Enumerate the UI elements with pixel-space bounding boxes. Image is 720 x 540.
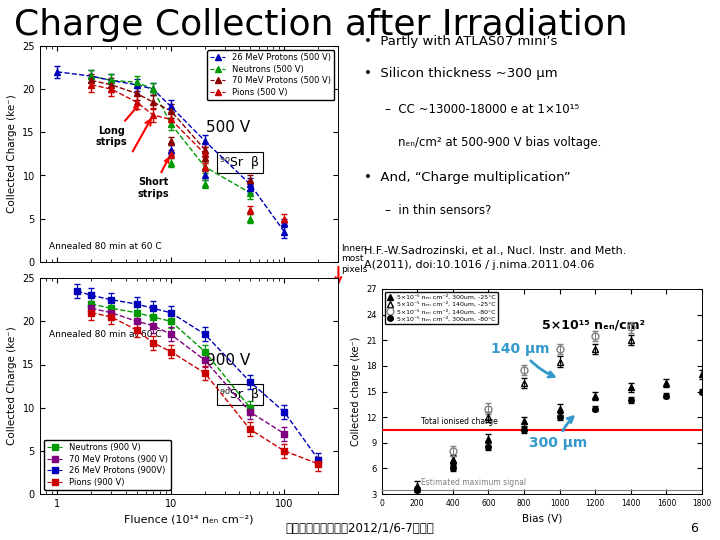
Y-axis label: Collected Charge (ke⁻): Collected Charge (ke⁻) — [6, 94, 17, 213]
X-axis label: Bias (V): Bias (V) — [521, 514, 562, 523]
Text: •  And, “Charge multiplication”: • And, “Charge multiplication” — [364, 171, 570, 184]
Text: 新学術領域研究会、2012/1/6-7、海野: 新学術領域研究会、2012/1/6-7、海野 — [286, 522, 434, 535]
Text: H.F.-W.Sadrozinski, et al., Nucl. Instr. and Meth.
A(2011), doi:10.1016 / j.nima: H.F.-W.Sadrozinski, et al., Nucl. Instr.… — [364, 246, 626, 271]
Text: –  CC ~13000-18000 e at 1×10¹⁵: – CC ~13000-18000 e at 1×10¹⁵ — [385, 103, 580, 116]
Text: Total ionised charge: Total ionised charge — [420, 417, 498, 426]
Text: nₑₙ/cm² at 500-900 V bias voltage.: nₑₙ/cm² at 500-900 V bias voltage. — [398, 136, 601, 148]
Y-axis label: Collected Charge (ke⁻): Collected Charge (ke⁻) — [6, 327, 17, 446]
Text: Short
strips: Short strips — [138, 158, 169, 199]
Text: •  Silicon thickness ~300 μm: • Silicon thickness ~300 μm — [364, 68, 557, 80]
Text: •  Partly with ATLAS07 mini’s: • Partly with ATLAS07 mini’s — [364, 35, 557, 48]
Text: ⁹⁰Sr  β: ⁹⁰Sr β — [220, 388, 259, 401]
Text: Annealed 80 min at 60 C: Annealed 80 min at 60 C — [48, 242, 161, 251]
Text: 300 μm: 300 μm — [528, 417, 587, 450]
Text: Charge Collection after Irradiation: Charge Collection after Irradiation — [14, 8, 628, 42]
Text: Long
strips: Long strips — [96, 106, 138, 147]
Text: –  in thin sensors?: – in thin sensors? — [385, 204, 492, 217]
Text: ⁹⁰Sr  β: ⁹⁰Sr β — [220, 156, 259, 169]
Legend: 5×10⁻⁵ nₑₙ cm⁻², 300um, -25°C, 5×10⁻⁵ nₑₙ cm⁻², 140um, -25°C, 5×10⁻⁵ nₑₙ cm⁻², 1: 5×10⁻⁵ nₑₙ cm⁻², 300um, -25°C, 5×10⁻⁵ nₑ… — [384, 292, 498, 324]
Y-axis label: Collected charge (ke⁻): Collected charge (ke⁻) — [351, 337, 361, 446]
Text: Inner-
most
pixels: Inner- most pixels — [341, 244, 368, 274]
Text: 140 μm: 140 μm — [491, 342, 554, 377]
Text: 900 V: 900 V — [206, 353, 250, 368]
Legend: 26 MeV Protons (500 V), Neutrons (500 V), 70 MeV Protons (500 V), Pions (500 V): 26 MeV Protons (500 V), Neutrons (500 V)… — [207, 50, 334, 100]
Text: Annealed 80 min at 60 C: Annealed 80 min at 60 C — [48, 329, 161, 339]
Text: 500 V: 500 V — [206, 120, 250, 136]
Text: 6: 6 — [690, 522, 698, 535]
Legend: Neutrons (900 V), 70 MeV Protons (900 V), 26 MeV Protons (900V), Pions (900 V): Neutrons (900 V), 70 MeV Protons (900 V)… — [44, 440, 171, 490]
Text: Estimated maximum signal: Estimated maximum signal — [420, 478, 526, 487]
Text: 5×10¹⁵ nₑₙ/cm²: 5×10¹⁵ nₑₙ/cm² — [542, 319, 645, 332]
X-axis label: Fluence (10¹⁴ nₑₙ cm⁻²): Fluence (10¹⁴ nₑₙ cm⁻²) — [125, 515, 253, 524]
